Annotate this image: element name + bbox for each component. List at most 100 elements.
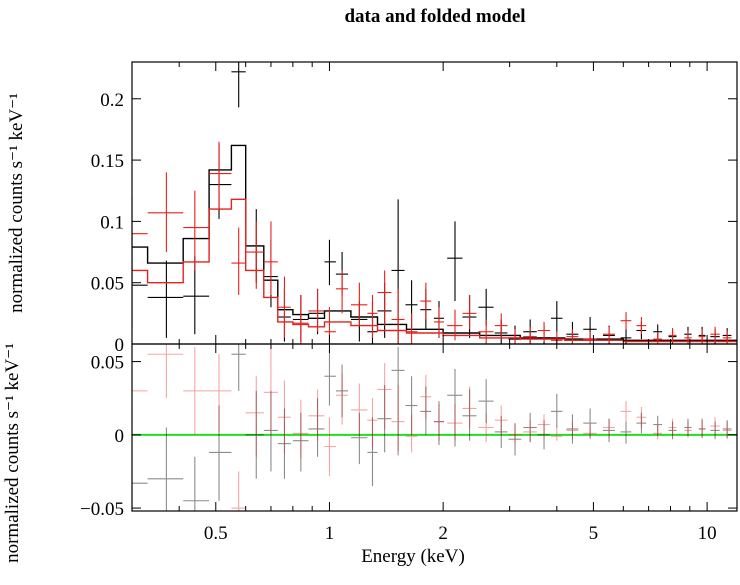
- data-point-red: [668, 328, 677, 343]
- residual-point-black: [447, 368, 463, 447]
- data-point-red: [377, 270, 392, 326]
- residual-point-red: [324, 417, 336, 476]
- data-point-red: [508, 329, 522, 344]
- residual-point-black: [722, 420, 732, 438]
- data-point-red: [324, 307, 336, 344]
- residual-point-black: [620, 421, 632, 444]
- data-point-red: [710, 326, 720, 342]
- residual-point-red: [583, 424, 597, 440]
- residual-point-red: [462, 386, 477, 428]
- residual-point-red: [209, 354, 232, 432]
- residual-point-black: [405, 376, 418, 435]
- data-point-black: [147, 260, 184, 338]
- residual-point-black: [263, 390, 278, 472]
- residual-point-red: [292, 399, 309, 459]
- data-point-red: [478, 319, 494, 344]
- residual-point-black: [602, 418, 615, 443]
- data-point-red: [494, 313, 508, 338]
- residual-point-red: [263, 346, 278, 435]
- residual-point-black: [433, 401, 444, 446]
- residual-point-red: [433, 404, 444, 441]
- top-panel-frame: [131, 61, 738, 345]
- y-tick-label: 0.05: [91, 274, 124, 295]
- residual-point-red: [231, 471, 246, 511]
- residual-point-red: [478, 412, 494, 443]
- residual-point-red: [335, 373, 349, 425]
- data-point-black: [245, 209, 264, 283]
- data-point-red: [308, 288, 325, 332]
- y-tick-label: −0.05: [80, 499, 124, 520]
- x-tick-label: 2: [438, 523, 448, 544]
- chart-title: data and folded model: [344, 6, 525, 27]
- residual-point-black: [335, 364, 349, 418]
- data-point-red: [147, 172, 184, 253]
- residual-point-red: [620, 401, 632, 422]
- data-point-red: [263, 221, 278, 295]
- residual-point-black: [537, 420, 551, 450]
- data-point-black: [132, 233, 148, 330]
- data-point-red: [462, 294, 477, 330]
- data-point-black: [447, 221, 463, 302]
- residual-point-black: [478, 379, 494, 424]
- residual-point-red: [698, 420, 706, 438]
- residual-point-red: [566, 421, 579, 440]
- data-point-red: [698, 329, 706, 344]
- data-point-black: [231, 62, 246, 108]
- residual-point-black: [523, 412, 537, 443]
- residual-point-red: [308, 389, 325, 441]
- y-tick-label: 0: [115, 335, 125, 356]
- x-tick-label: 5: [589, 523, 599, 544]
- residual-point-black: [494, 415, 508, 449]
- data-point-red: [335, 270, 349, 314]
- data-point-red: [292, 294, 309, 344]
- residual-point-black: [583, 408, 597, 438]
- residual-point-black: [132, 434, 148, 511]
- top-panel-plot-area: [132, 62, 737, 344]
- data-point-black: [183, 255, 210, 335]
- residual-point-black: [324, 349, 336, 406]
- residual-point-red: [277, 380, 291, 454]
- data-point-black: [324, 239, 336, 286]
- residual-point-red: [367, 398, 378, 450]
- residual-point-black: [684, 418, 692, 437]
- data-point-red: [620, 312, 632, 330]
- residual-point-black: [636, 412, 647, 434]
- residual-point-black: [710, 421, 720, 440]
- residual-point-red: [508, 424, 522, 444]
- residual-point-red: [447, 404, 463, 441]
- residual-point-black: [420, 386, 432, 435]
- data-point-red: [209, 141, 232, 210]
- residual-point-red: [245, 376, 264, 457]
- residual-point-red: [377, 363, 392, 429]
- residual-point-red: [550, 426, 563, 441]
- residual-point-black: [550, 393, 563, 428]
- residual-point-black: [147, 427, 184, 511]
- data-point-red: [523, 326, 537, 344]
- residual-point-black: [183, 456, 210, 511]
- residual-point-red: [722, 421, 732, 440]
- x-tick-label: 1: [325, 523, 335, 544]
- data-point-red: [722, 330, 732, 344]
- data-point-red: [132, 196, 148, 271]
- residual-point-red: [636, 406, 647, 428]
- residual-point-red: [350, 383, 368, 435]
- data-point-red: [653, 331, 663, 344]
- x-tick-label: 10: [698, 523, 717, 544]
- y-tick-label: 0.2: [100, 90, 124, 111]
- data-point-red: [602, 326, 615, 343]
- residual-point-black: [377, 385, 392, 453]
- x-tick-label: 0.5: [204, 523, 228, 544]
- data-point-red: [583, 331, 597, 344]
- residual-point-black: [277, 408, 291, 479]
- residual-point-black: [231, 344, 246, 391]
- data-point-red: [245, 221, 264, 289]
- residual-point-red: [391, 385, 405, 451]
- residual-point-red: [523, 420, 537, 443]
- y-tick-label: 0.1: [100, 212, 124, 233]
- data-point-red: [447, 309, 463, 341]
- data-point-red: [391, 288, 405, 344]
- bottom-panel-plot-area: [132, 344, 737, 511]
- residual-point-black: [668, 421, 677, 440]
